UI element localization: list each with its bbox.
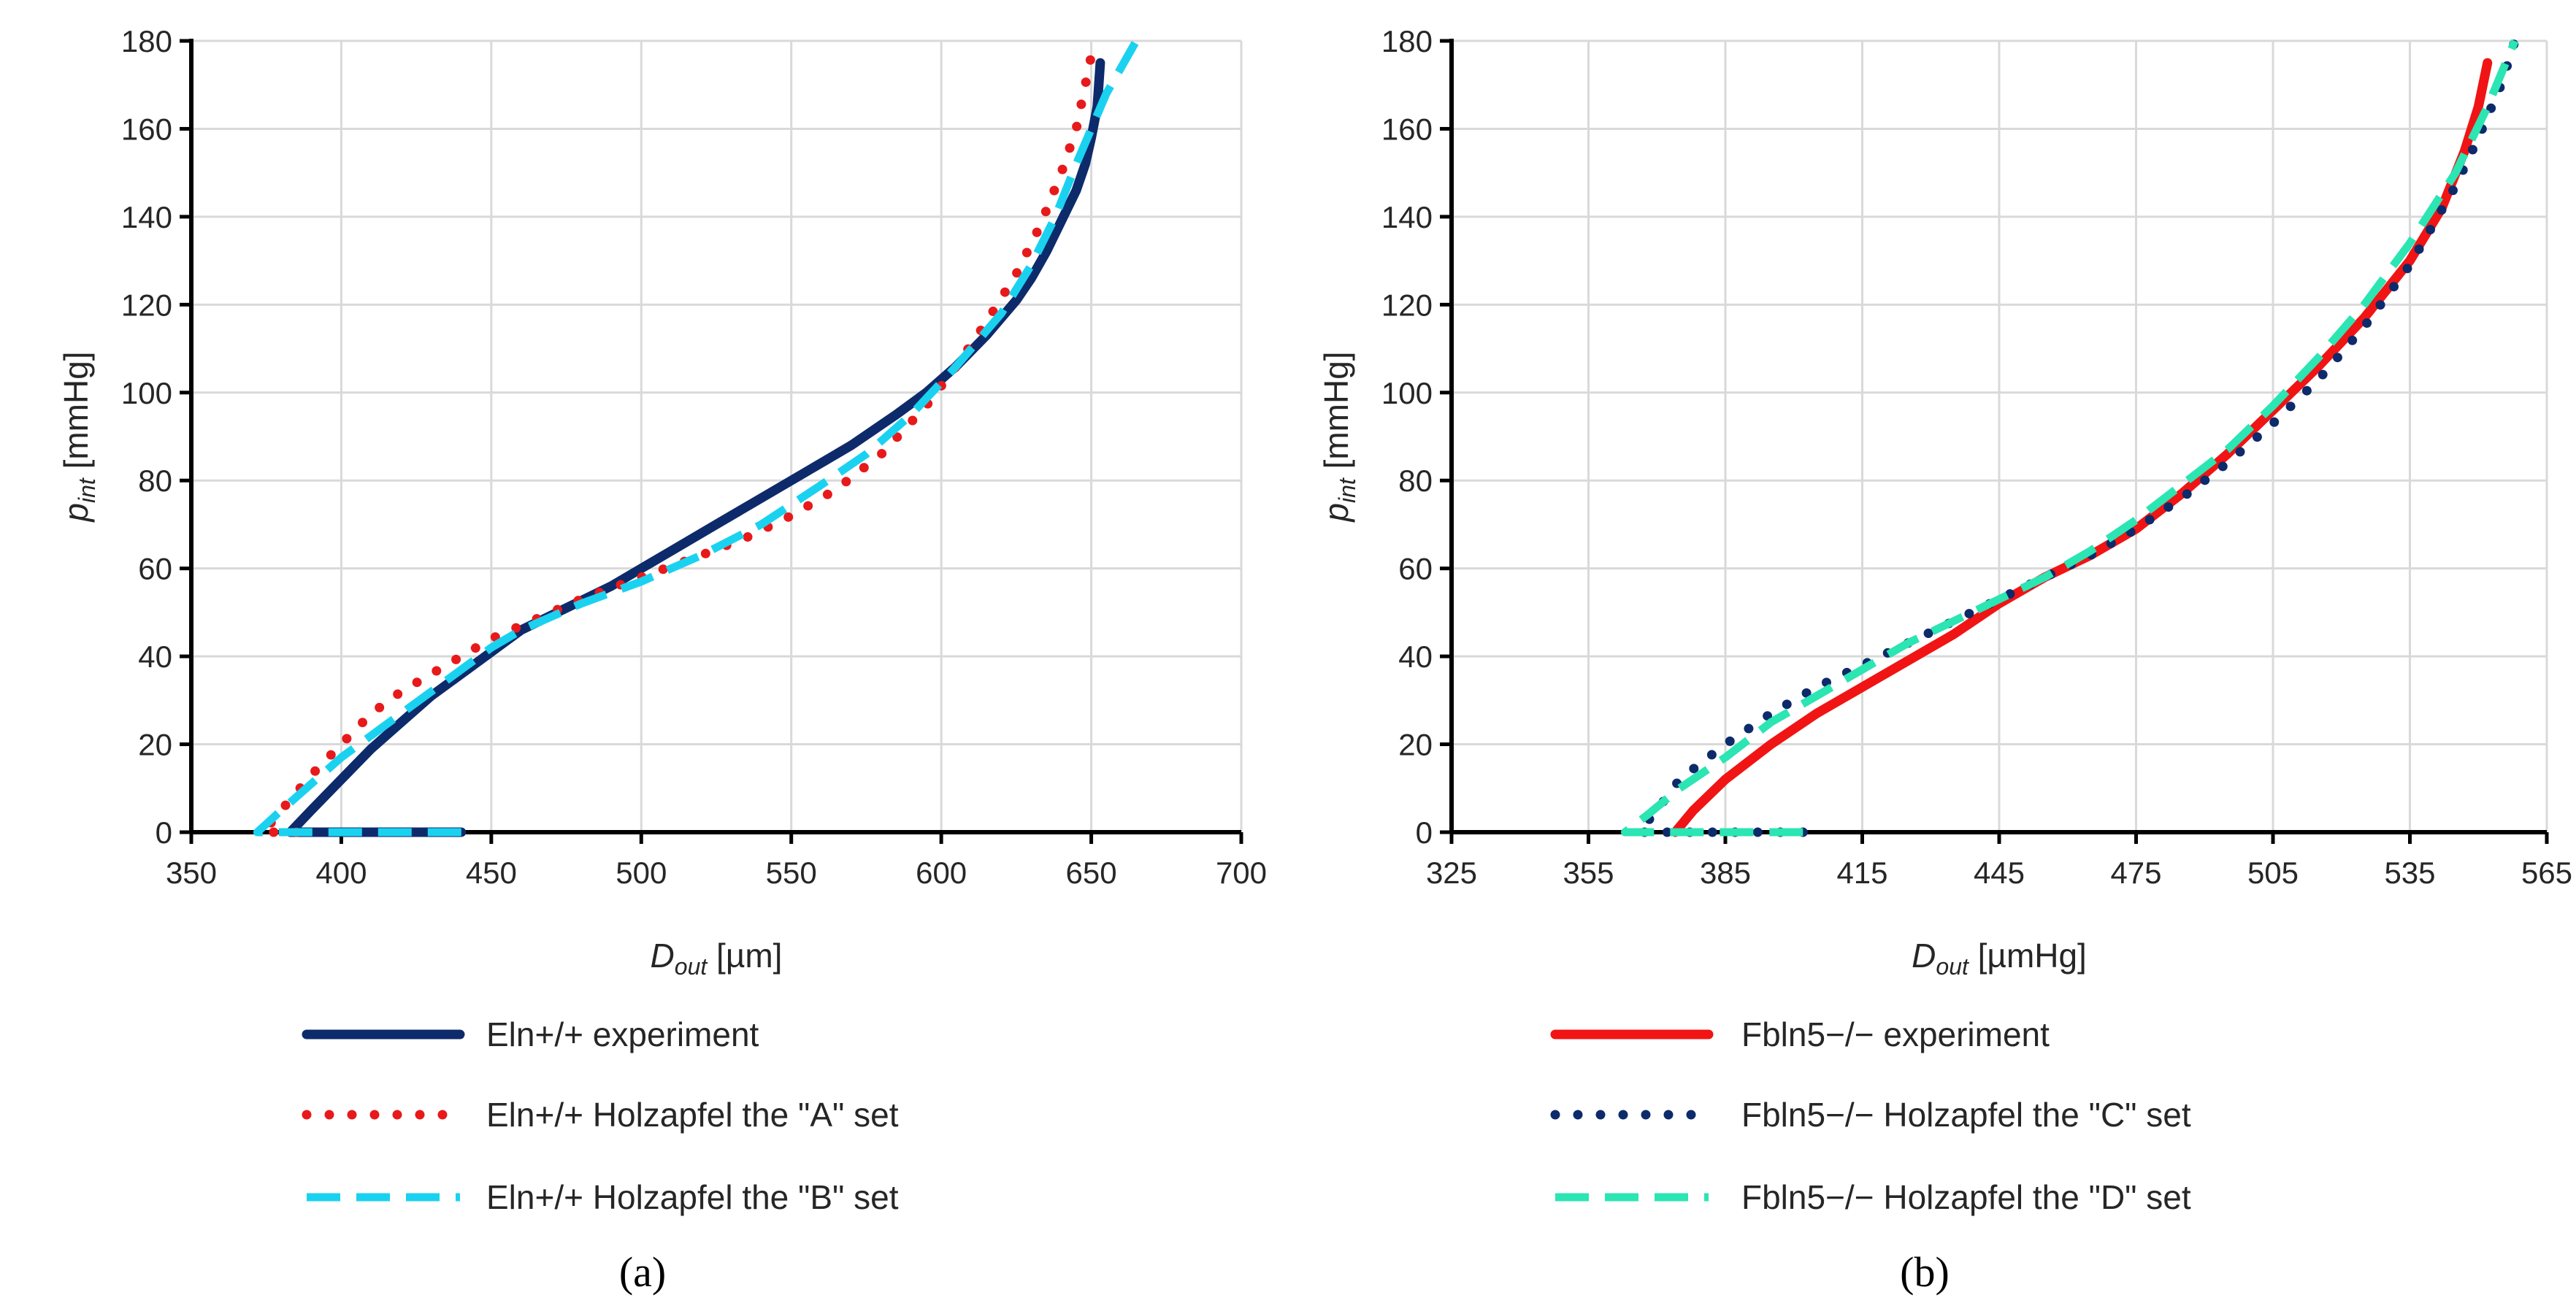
x-tick-label: 385 xyxy=(1700,856,1751,890)
legend-label-1: Eln+/+ experiment xyxy=(486,1015,759,1053)
y-tick-label: 100 xyxy=(1381,376,1433,410)
y-tick-label: 40 xyxy=(1398,639,1433,674)
x-tick-label: 415 xyxy=(1836,856,1887,890)
y-tick-label: 160 xyxy=(1381,112,1433,146)
series-line-2 xyxy=(258,36,1100,837)
y-axis-title: pint [mmHg] xyxy=(1317,351,1360,523)
y-tick-label: 120 xyxy=(1381,288,1433,322)
chart-panel-b: 325 355 385 415 445 475 505 535 565 0 20 40 60 80 100 1… xyxy=(1317,24,2572,1296)
x-tick-label: 650 xyxy=(1066,856,1117,890)
series-line-2 xyxy=(1633,36,2520,837)
legend-label-2: Fbln5−/− Holzapfel the "C" set xyxy=(1741,1096,2191,1134)
x-tick-label: 700 xyxy=(1216,856,1267,890)
x-tick-label: 355 xyxy=(1563,856,1614,890)
x-tick-label: 475 xyxy=(2110,856,2161,890)
x-tick-label: 600 xyxy=(916,856,967,890)
y-tick-label: 180 xyxy=(121,24,172,58)
x-axis-title: Dout [µmHg] xyxy=(1912,937,2087,980)
x-tick-label: 450 xyxy=(466,856,517,890)
y-tick-label: 180 xyxy=(1381,24,1433,58)
y-tick-label: 140 xyxy=(1381,200,1433,234)
x-tick-label: 565 xyxy=(2521,856,2572,890)
series-line-3 xyxy=(253,39,1140,837)
y-tick-label: 160 xyxy=(121,112,172,146)
y-tick-label: 20 xyxy=(1398,728,1433,762)
x-tick-label: 505 xyxy=(2247,856,2299,890)
legend-label-1: Fbln5−/− experiment xyxy=(1741,1015,2050,1053)
legend-label-2: Eln+/+ Holzapfel the "A" set xyxy=(486,1096,899,1134)
series-line-1 xyxy=(285,58,1105,837)
legend-label-3: Eln+/+ Holzapfel the "B" set xyxy=(486,1178,899,1216)
x-tick-label: 500 xyxy=(616,856,667,890)
x-tick-label: 325 xyxy=(1426,856,1477,890)
y-tick-label: 120 xyxy=(121,288,172,322)
y-tick-label: 80 xyxy=(1398,464,1433,498)
x-axis-title: Dout [µm] xyxy=(651,937,783,980)
x-tick-label: 445 xyxy=(1974,856,2025,890)
gridlines xyxy=(1452,39,2548,832)
chart-panel-a: 350 400 450 500 550 600 650 700 0 20 40 60 80 100 120 1… xyxy=(57,24,1267,1296)
y-tick-label: 60 xyxy=(1398,552,1433,586)
x-tick-label: 550 xyxy=(766,856,817,890)
legend-label-3: Fbln5−/− Holzapfel the "D" set xyxy=(1741,1178,2191,1216)
y-axis-title: pint [mmHg] xyxy=(57,351,100,523)
series-line-1 xyxy=(1670,58,2493,837)
series-line-3 xyxy=(1621,39,2519,837)
panel-label: (a) xyxy=(619,1248,666,1296)
x-tick-label: 400 xyxy=(315,856,367,890)
y-tick-label: 0 xyxy=(1416,815,1433,850)
y-tick-label: 40 xyxy=(138,639,172,674)
y-tick-label: 140 xyxy=(121,200,172,234)
y-tick-label: 20 xyxy=(138,728,172,762)
x-tick-label: 535 xyxy=(2384,856,2435,890)
panel-label: (b) xyxy=(1900,1248,1950,1296)
x-tick-label: 350 xyxy=(166,856,217,890)
y-tick-label: 100 xyxy=(121,376,172,410)
y-tick-label: 60 xyxy=(138,552,172,586)
y-tick-label: 80 xyxy=(138,464,172,498)
y-tick-label: 0 xyxy=(156,815,172,850)
